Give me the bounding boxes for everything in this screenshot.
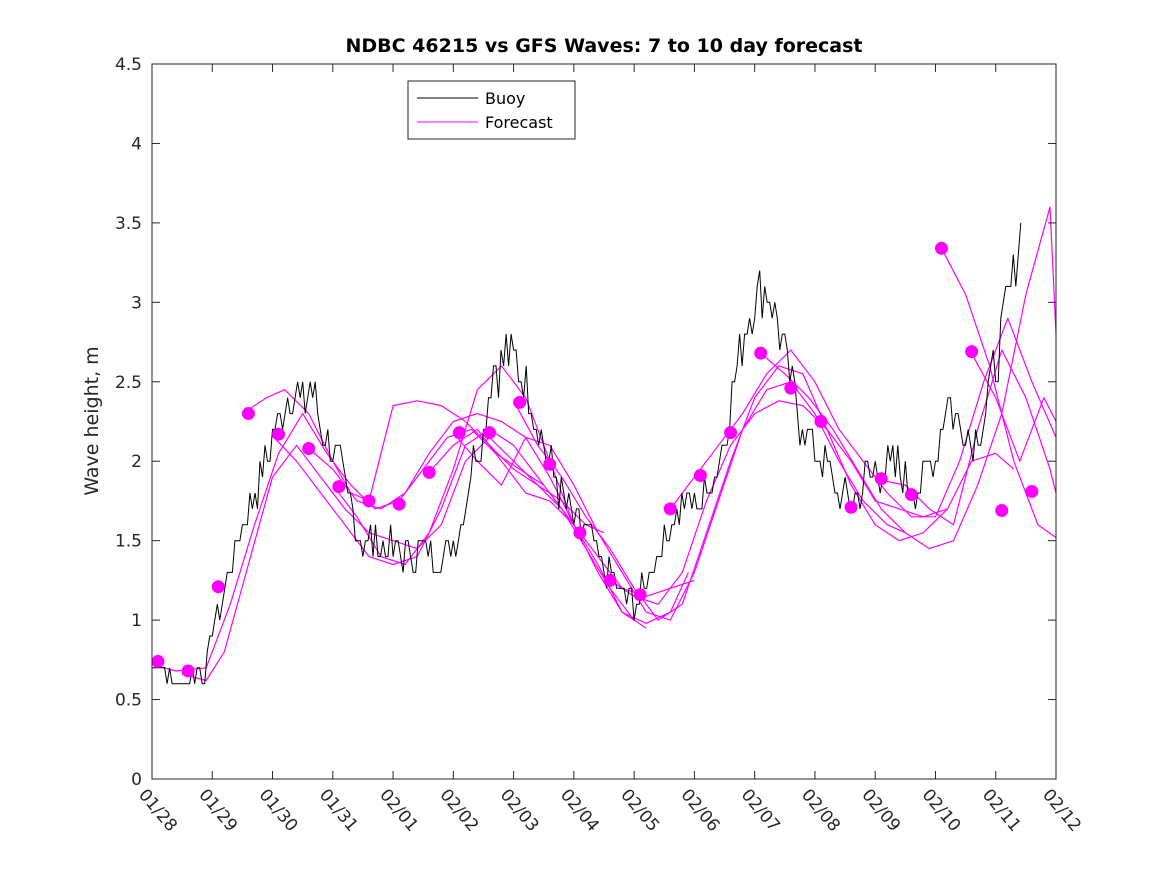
y-axis: 0 0.5 1 1.5 2 2.5 3 3.5 4 4.5 xyxy=(115,55,1056,790)
x-tick-label: 01/29 xyxy=(194,785,241,835)
forecast-point xyxy=(724,426,738,440)
forecast-point xyxy=(272,427,286,441)
forecast-point xyxy=(151,654,165,668)
forecast-point xyxy=(543,457,557,471)
legend-label-buoy: Buoy xyxy=(485,89,525,108)
forecast-point xyxy=(181,664,195,678)
forecast-line xyxy=(760,206,1057,550)
buoy-layer xyxy=(152,222,1022,685)
y-tick-label: 3 xyxy=(131,293,142,313)
x-tick-label: 01/31 xyxy=(315,785,362,835)
x-tick-label: 02/01 xyxy=(375,785,422,835)
forecast-point xyxy=(754,346,768,360)
forecast-point xyxy=(211,580,225,594)
forecast-point xyxy=(332,480,346,494)
legend: Buoy Forecast xyxy=(407,80,576,140)
legend-label-forecast: Forecast xyxy=(485,113,553,132)
forecast-point xyxy=(874,472,888,486)
forecast-point xyxy=(302,442,316,456)
forecast-line xyxy=(242,389,605,534)
y-tick-label: 2.5 xyxy=(115,373,142,393)
y-tick-label: 4.5 xyxy=(115,55,142,75)
forecast-point xyxy=(422,465,436,479)
forecast-point xyxy=(934,241,948,255)
forecast-line xyxy=(513,365,948,621)
x-tick-label: 02/12 xyxy=(1038,785,1085,835)
forecast-point xyxy=(452,426,466,440)
forecast-line xyxy=(272,428,635,621)
forecast-point xyxy=(241,407,255,421)
y-tick-label: 3.5 xyxy=(115,214,142,234)
x-tick-label: 02/07 xyxy=(737,785,784,835)
y-axis-label: Wave height, m xyxy=(81,346,103,495)
forecast-point xyxy=(904,488,918,502)
x-tick-label: 02/11 xyxy=(978,785,1025,835)
forecast-point xyxy=(693,469,707,483)
x-tick-label: 01/28 xyxy=(134,785,181,835)
x-tick-label: 02/06 xyxy=(677,785,724,835)
legend-box xyxy=(407,80,576,140)
forecast-line xyxy=(181,436,575,682)
x-tick-label: 02/10 xyxy=(918,785,965,835)
forecast-points xyxy=(151,241,1039,678)
x-tick-label: 02/04 xyxy=(556,785,603,835)
forecast-point xyxy=(814,415,828,428)
forecast-point xyxy=(573,526,587,540)
x-tick-label: 02/08 xyxy=(797,785,844,835)
forecast-line xyxy=(609,400,1015,605)
forecast-point xyxy=(482,426,496,440)
x-tick-label: 02/02 xyxy=(436,785,483,835)
y-tick-label: 2 xyxy=(131,452,142,472)
x-tick-label: 01/30 xyxy=(255,785,302,835)
forecast-point xyxy=(844,500,858,514)
buoy-line xyxy=(152,222,1022,685)
forecast-point xyxy=(513,395,527,409)
forecast-line xyxy=(428,428,695,597)
x-tick-label: 02/05 xyxy=(616,785,663,835)
plot-frame xyxy=(151,63,1057,780)
forecast-point xyxy=(784,381,798,395)
forecast-point xyxy=(663,502,677,516)
forecast-lines xyxy=(151,206,1057,682)
y-tick-label: 1.5 xyxy=(115,532,142,552)
y-tick-label: 0 xyxy=(131,770,142,790)
plot-area xyxy=(152,64,1056,779)
forecast-point xyxy=(392,497,406,511)
y-tick-label: 1 xyxy=(131,611,142,631)
x-tick-label: 02/03 xyxy=(496,785,543,835)
forecast-point xyxy=(633,588,647,602)
forecast-line xyxy=(452,381,906,621)
forecast-point xyxy=(362,494,376,508)
forecast-point xyxy=(965,345,979,359)
forecast-point xyxy=(603,573,617,587)
chart-title: NDBC 46215 vs GFS Waves: 7 to 10 day for… xyxy=(345,35,862,57)
y-tick-label: 4 xyxy=(131,134,142,154)
forecast-point xyxy=(995,503,1009,517)
x-tick-label: 02/09 xyxy=(857,785,904,835)
forecast-point xyxy=(1025,484,1039,498)
y-tick-label: 0.5 xyxy=(115,691,142,711)
forecast-line xyxy=(151,413,545,672)
